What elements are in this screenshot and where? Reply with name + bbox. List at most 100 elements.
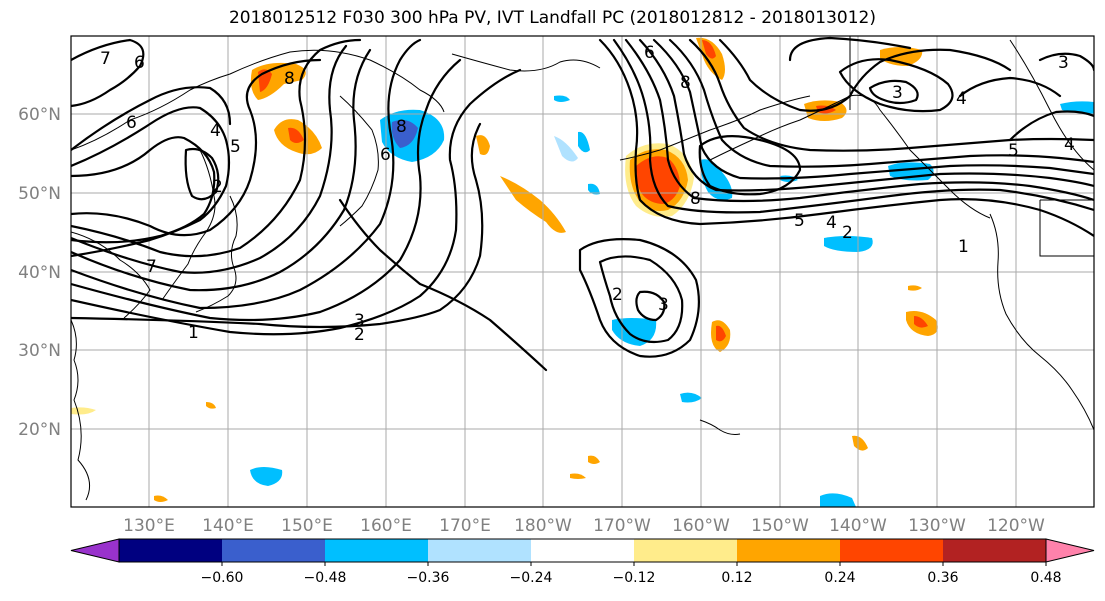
contour-label: 6: [134, 53, 145, 73]
colorbar-tick-label: −0.36: [407, 570, 450, 586]
colorbar-tick-label: 0.36: [927, 570, 958, 586]
colorbar-extend-high: [1045, 538, 1095, 563]
colorbar-outline: [118, 538, 1047, 563]
contour-label: 8: [284, 69, 295, 89]
negative-anomaly-core: [391, 120, 418, 148]
negative-anomaly-patch: [554, 136, 578, 162]
colorbar-segment: [737, 539, 840, 562]
lon-label: 170°W: [593, 516, 651, 536]
lat-label-40n: 40°N: [18, 263, 61, 283]
positive-anomaly-core: [635, 156, 680, 204]
colorbar-segment: [119, 539, 222, 562]
colorbar-segment: [634, 539, 737, 562]
contour-labels: 7 6 6 8 4 5 2 6 3 2 1 7 8 6 8 5 4 2 1 2 …: [100, 43, 1075, 345]
contour-label: 2: [212, 177, 223, 197]
colorbar-tick-label: −0.60: [201, 570, 244, 586]
positive-anomaly-core: [288, 127, 304, 143]
lat-label-20n: 20°N: [18, 420, 61, 440]
contour-label: 6: [644, 43, 655, 63]
colorbar-tick-label: −0.12: [613, 570, 656, 586]
lon-label: 140°E: [202, 516, 254, 536]
colorbar-segment: [428, 539, 531, 562]
lon-label: 160°W: [672, 516, 730, 536]
contour-label: 3: [892, 83, 903, 103]
negative-anomaly-patch: [554, 95, 570, 102]
contour-label: 8: [690, 189, 701, 209]
contour-label: 2: [612, 285, 623, 305]
positive-anomaly-patch: [908, 285, 922, 291]
contour-label: 1: [958, 237, 969, 257]
positive-anomaly-patch: [154, 495, 168, 502]
contour-label: 3: [1058, 53, 1069, 73]
positive-anomaly-patch: [206, 402, 216, 409]
colorbar-tick-label: 0.48: [1030, 570, 1061, 586]
negative-anomaly-patch: [824, 236, 873, 252]
positive-anomaly-patch: [852, 435, 868, 451]
longitude-labels: 130°E 140°E 150°E 160°E 170°E 180°W 170°…: [123, 516, 1045, 536]
lon-label: 130°E: [123, 516, 175, 536]
colorbar-tick-label: −0.24: [510, 570, 553, 586]
contour-label: 4: [826, 213, 837, 233]
colorbar-tick-label: −0.48: [304, 570, 347, 586]
graticule: [71, 36, 1094, 507]
contour-lines: [71, 36, 1094, 372]
negative-anomaly-patch: [250, 467, 283, 486]
lat-label-30n: 30°N: [18, 341, 61, 361]
colorbar: −0.60 −0.48 −0.36 −0.24 −0.12 0.12 0.24 0.36 0.4…: [70, 538, 1095, 586]
positive-anomaly-patch: [696, 37, 725, 80]
negative-anomaly-patch: [820, 493, 856, 507]
contour-label: 2: [354, 325, 365, 345]
positive-anomaly-core: [702, 40, 716, 59]
negative-anomaly-patch: [578, 131, 590, 153]
contour-label: 4: [956, 89, 967, 109]
positive-anomaly-patch: [476, 135, 490, 155]
contour-label: 5: [230, 137, 241, 157]
lon-label: 170°E: [439, 516, 491, 536]
colorbar-segment: [840, 539, 943, 562]
colorbar-segment: [943, 539, 1046, 562]
lon-label: 150°E: [281, 516, 333, 536]
lat-label-60n: 60°N: [18, 105, 61, 125]
coastlines: [71, 36, 1094, 501]
lon-label: 160°E: [360, 516, 412, 536]
lon-label: 180°W: [514, 516, 572, 536]
contour-label: 6: [126, 113, 137, 133]
contour-label: 5: [1008, 141, 1019, 161]
lon-label: 130°W: [908, 516, 966, 536]
lon-label: 150°W: [751, 516, 809, 536]
lon-label: 120°W: [987, 516, 1045, 536]
contour-label: 7: [100, 49, 111, 69]
contour-label: 4: [210, 121, 221, 141]
contour-label: 8: [396, 117, 407, 137]
shaded-anomaly-fields: [71, 37, 1094, 507]
negative-anomaly-patch: [588, 183, 600, 195]
lon-label: 140°W: [829, 516, 887, 536]
positive-anomaly-patch: [500, 176, 566, 233]
contour-label: 2: [842, 223, 853, 243]
colorbar-segment: [325, 539, 428, 562]
colorbar-segment: [531, 539, 634, 562]
map-panel: 7 6 6 8 4 5 2 6 3 2 1 7 8 6 8 5 4 2 1 2 …: [71, 36, 1094, 507]
contour-label: 8: [680, 73, 691, 93]
colorbar-segment: [222, 539, 325, 562]
colorbar-tick-label: 0.12: [721, 570, 752, 586]
positive-anomaly-patch: [588, 455, 600, 464]
negative-anomaly-patch: [680, 392, 702, 403]
map-title: 2018012512 F030 300 hPa PV, IVT Landfall…: [228, 8, 876, 28]
positive-anomaly-core: [914, 316, 928, 328]
positive-anomaly-patch: [71, 407, 96, 415]
positive-anomaly-patch: [570, 473, 586, 479]
contour-label: 1: [188, 323, 199, 343]
positive-anomaly-core: [716, 325, 726, 342]
latitude-labels: 60°N 50°N 40°N 30°N 20°N: [18, 105, 61, 440]
contour-label: 3: [354, 311, 365, 331]
map-frame: [70, 35, 1095, 508]
contour-label: 4: [1064, 135, 1075, 155]
contour-label: 5: [794, 211, 805, 231]
lat-label-50n: 50°N: [18, 184, 61, 204]
colorbar-extend-low: [70, 538, 120, 563]
contour-label: 6: [380, 145, 391, 165]
colorbar-tick-label: 0.24: [824, 570, 855, 586]
contour-label: 3: [658, 295, 669, 315]
